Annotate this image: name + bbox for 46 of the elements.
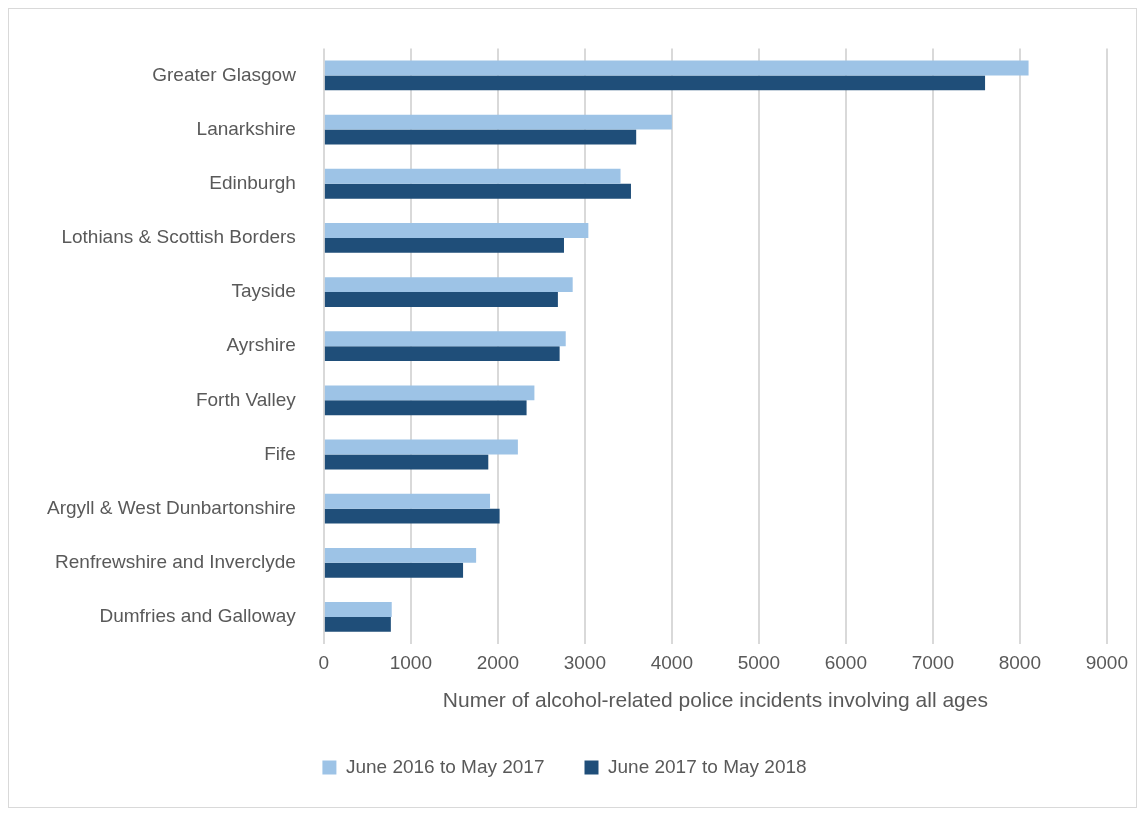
y-tick-label: Greater Glasgow: [152, 63, 297, 85]
y-tick-label: Lanarkshire: [196, 117, 296, 139]
bar: [324, 562, 464, 578]
bar: [324, 223, 589, 238]
bar: [324, 454, 489, 470]
bar: [324, 75, 986, 91]
bar: [324, 292, 558, 307]
bar: [324, 616, 391, 632]
x-tick-label: 2000: [476, 651, 520, 673]
bar: [324, 237, 564, 253]
bar: [324, 277, 573, 293]
bar: [324, 346, 560, 362]
y-tick-label: Renfrewshire and Inverclyde: [55, 551, 296, 573]
y-tick-label: Forth Valley: [195, 388, 297, 410]
bar: [324, 547, 477, 563]
x-tick-label: 0: [318, 651, 330, 673]
bar: [324, 602, 392, 617]
bar: [324, 331, 566, 347]
bar: [324, 60, 1029, 76]
y-tick-label: Ayrshire: [226, 334, 296, 356]
y-tick-label: Fife: [264, 442, 296, 464]
x-tick-label: 6000: [824, 651, 868, 673]
x-tick-label: 7000: [911, 651, 955, 673]
bar: [324, 439, 518, 455]
x-tick-label: 5000: [737, 651, 781, 673]
y-tick-label: Argyll & West Dunbartonshire: [46, 496, 296, 518]
legend-label: June 2016 to May 2017: [345, 755, 545, 777]
x-tick-label: 4000: [650, 651, 694, 673]
x-tick-label: 9000: [1085, 651, 1129, 673]
bar: [324, 400, 527, 416]
x-tick-label: 8000: [998, 651, 1042, 673]
bar: [324, 114, 672, 130]
bar: [324, 129, 637, 145]
bar: [324, 508, 500, 524]
x-axis-title: Numer of alcohol-related police incidents involving all ages: [442, 688, 988, 712]
y-tick-label: Edinburgh: [209, 172, 296, 193]
x-tick-label: 1000: [389, 651, 433, 673]
y-tick-label: Lothians & Scottish Borders: [61, 226, 296, 248]
y-tick-label: Dumfries and Galloway: [99, 605, 297, 627]
legend-label: June 2017 to May 2018: [608, 755, 807, 777]
x-tick-label: 3000: [563, 651, 607, 673]
y-tick-label: Tayside: [231, 280, 296, 302]
bar: [324, 168, 621, 184]
bar: [324, 385, 535, 401]
bar: [324, 183, 631, 199]
bar: [324, 493, 491, 509]
